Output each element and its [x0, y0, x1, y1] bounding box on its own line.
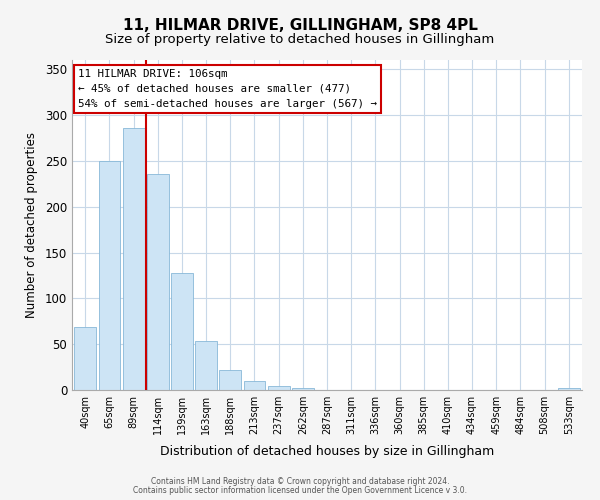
Bar [171, 272, 193, 390]
Bar [98, 161, 121, 390]
Text: 11, HILMAR DRIVE, GILLINGHAM, SP8 4PL: 11, HILMAR DRIVE, GILLINGHAM, SP8 4PL [122, 18, 478, 32]
Bar [147, 174, 169, 390]
Bar [123, 128, 145, 390]
Bar [195, 340, 217, 390]
Bar [268, 386, 290, 390]
Bar [220, 370, 241, 390]
Bar [244, 381, 265, 390]
X-axis label: Distribution of detached houses by size in Gillingham: Distribution of detached houses by size … [160, 446, 494, 458]
Bar [74, 327, 96, 390]
Text: Size of property relative to detached houses in Gillingham: Size of property relative to detached ho… [106, 32, 494, 46]
Bar [558, 388, 580, 390]
Text: 11 HILMAR DRIVE: 106sqm
← 45% of detached houses are smaller (477)
54% of semi-d: 11 HILMAR DRIVE: 106sqm ← 45% of detache… [78, 69, 377, 109]
Bar [292, 388, 314, 390]
Y-axis label: Number of detached properties: Number of detached properties [25, 132, 38, 318]
Text: Contains public sector information licensed under the Open Government Licence v : Contains public sector information licen… [133, 486, 467, 495]
Text: Contains HM Land Registry data © Crown copyright and database right 2024.: Contains HM Land Registry data © Crown c… [151, 477, 449, 486]
